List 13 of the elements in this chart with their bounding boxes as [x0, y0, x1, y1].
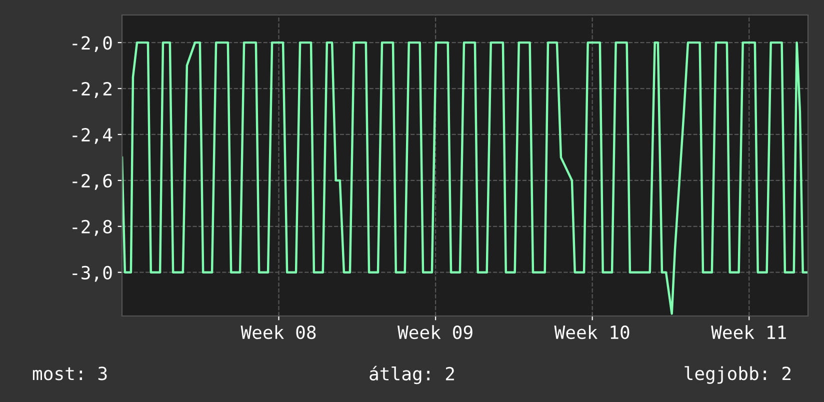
x-tick-label: Week 09: [398, 325, 472, 340]
y-tick-label: -3,0: [72, 266, 112, 282]
y-tick-label: -2,0: [72, 36, 112, 52]
y-tick-label: -2,6: [72, 174, 112, 190]
y-tick-label: -2,8: [72, 220, 112, 236]
y-tick-label: -2,4: [72, 128, 112, 144]
text: átlag: 2: [370, 366, 454, 384]
x-tick-label: Week 11: [711, 325, 786, 340]
x-tick-label: Week 08: [240, 325, 316, 340]
text: most: 3: [32, 366, 107, 380]
text: legjobb: 2: [684, 366, 790, 384]
y-tick-label: -2,2: [72, 82, 112, 98]
x-tick-label: Week 10: [554, 325, 630, 340]
